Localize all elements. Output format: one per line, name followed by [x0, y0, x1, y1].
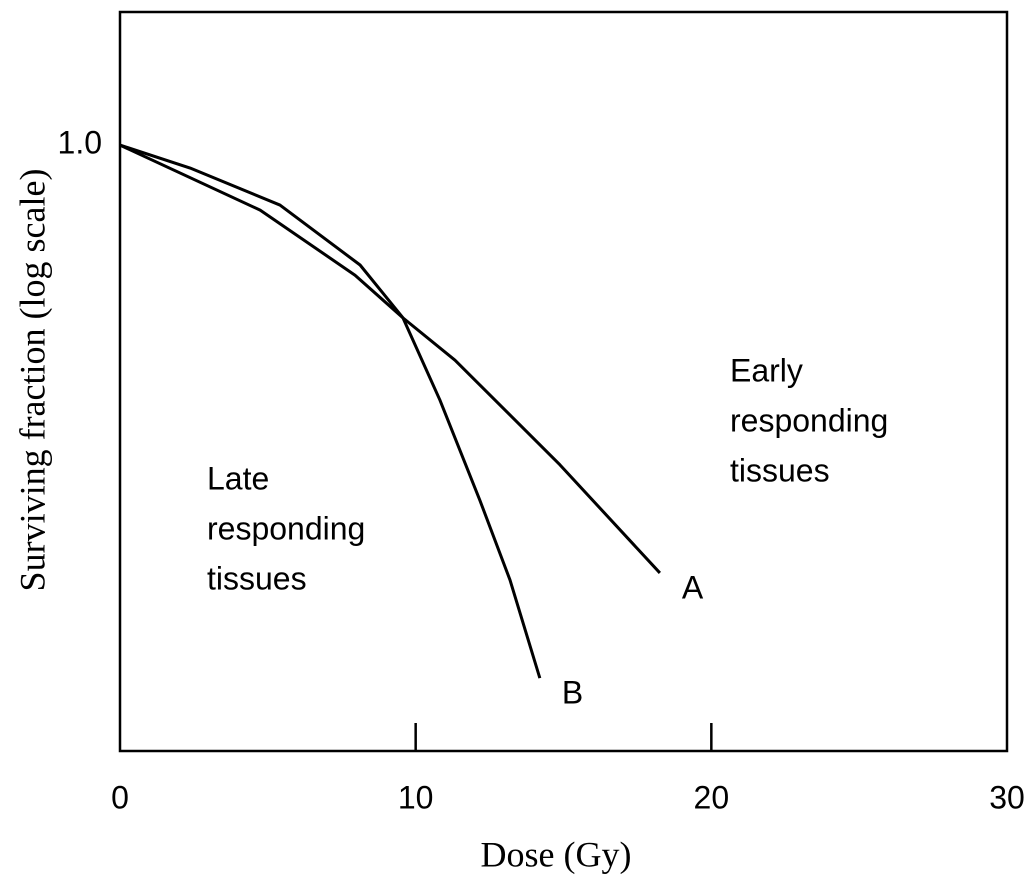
annotation: Early [730, 352, 803, 388]
x-tick-label: 30 [989, 779, 1025, 815]
annotation: responding [730, 402, 888, 438]
annotation: tissues [207, 560, 307, 596]
y-tick-label: 1.0 [58, 125, 102, 161]
x-tick-label: 20 [694, 779, 730, 815]
series-line [119, 143, 542, 679]
x-tick-label: 10 [398, 779, 434, 815]
plot-frame [118, 10, 1009, 753]
y-axis-label: Surviving fraction (log scale) [12, 169, 52, 592]
series-line [119, 143, 661, 574]
annotation: tissues [730, 452, 830, 488]
series-label: A [682, 569, 704, 605]
x-tick-label: 0 [111, 779, 129, 815]
series-label: B [562, 675, 583, 711]
annotation: responding [207, 510, 365, 546]
x-axis-label: Dose (Gy) [481, 834, 632, 874]
annotation: Late [207, 460, 269, 496]
